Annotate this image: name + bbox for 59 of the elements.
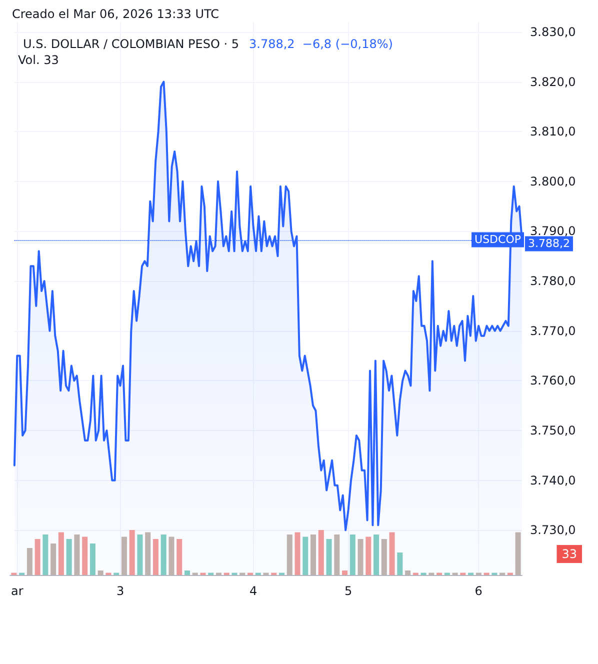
bar — [129, 530, 135, 575]
y-tick-label: 3.760,0 — [530, 374, 576, 388]
y-tick-label: 3.740,0 — [530, 473, 576, 488]
bar — [98, 570, 104, 575]
x-tick-label: ar — [10, 584, 24, 598]
bar — [66, 539, 72, 575]
y-tick-label: 3.800,0 — [530, 174, 576, 188]
bar — [58, 532, 64, 575]
bar — [145, 532, 151, 575]
bar — [286, 534, 292, 575]
bar — [302, 536, 308, 575]
bar — [160, 534, 166, 575]
bar — [334, 534, 340, 575]
bar — [294, 532, 300, 575]
y-tick-label: 3.770,0 — [530, 324, 576, 338]
bar — [318, 530, 324, 575]
x-tick-label: 6 — [474, 584, 482, 598]
bar — [184, 570, 190, 575]
y-tick-label: 3.780,0 — [530, 274, 576, 288]
bar — [34, 539, 40, 575]
bar — [374, 534, 380, 575]
bar — [42, 534, 48, 575]
bar — [74, 534, 80, 575]
text: Creado el Mar 06, 2026 13:33 UTC — [12, 7, 219, 21]
bar — [397, 552, 403, 575]
bar — [82, 536, 88, 575]
bar — [389, 532, 395, 575]
ref-line-label: USDCOP — [474, 233, 522, 246]
bar — [137, 534, 143, 575]
annotation: Vol. 33 — [18, 53, 59, 67]
text: 33 — [562, 547, 578, 561]
y-tick-label: 3.810,0 — [530, 124, 576, 139]
bar — [405, 570, 411, 575]
bar — [381, 539, 387, 575]
y-tick-label: 3.730,0 — [530, 523, 576, 538]
bar — [121, 536, 127, 575]
y-tick-label: 3.790,0 — [530, 224, 576, 238]
bar — [515, 532, 521, 575]
bar — [350, 534, 356, 575]
text: 3.788,2 −6,8 (−0,18%) — [249, 37, 393, 51]
bar — [50, 544, 56, 575]
text: U.S. DOLLAR / COLOMBIAN PESO · 5 — [23, 37, 240, 51]
bar — [326, 539, 332, 575]
y-tick-label: 3.820,0 — [530, 74, 576, 89]
x-tick-label: 5 — [344, 584, 352, 598]
bar — [26, 548, 32, 575]
bar — [366, 536, 372, 575]
x-tick-label: 3 — [116, 584, 124, 598]
bar — [310, 534, 316, 575]
bar — [168, 536, 174, 575]
text: 3.788,2 — [528, 237, 570, 250]
x-tick-label: 4 — [249, 584, 258, 598]
bar — [152, 539, 158, 575]
bar — [342, 570, 348, 575]
bar — [90, 544, 96, 575]
bar — [358, 539, 364, 575]
y-tick-label: 3.830,0 — [530, 24, 576, 39]
bar — [176, 539, 182, 575]
y-tick-label: 3.750,0 — [530, 424, 576, 438]
